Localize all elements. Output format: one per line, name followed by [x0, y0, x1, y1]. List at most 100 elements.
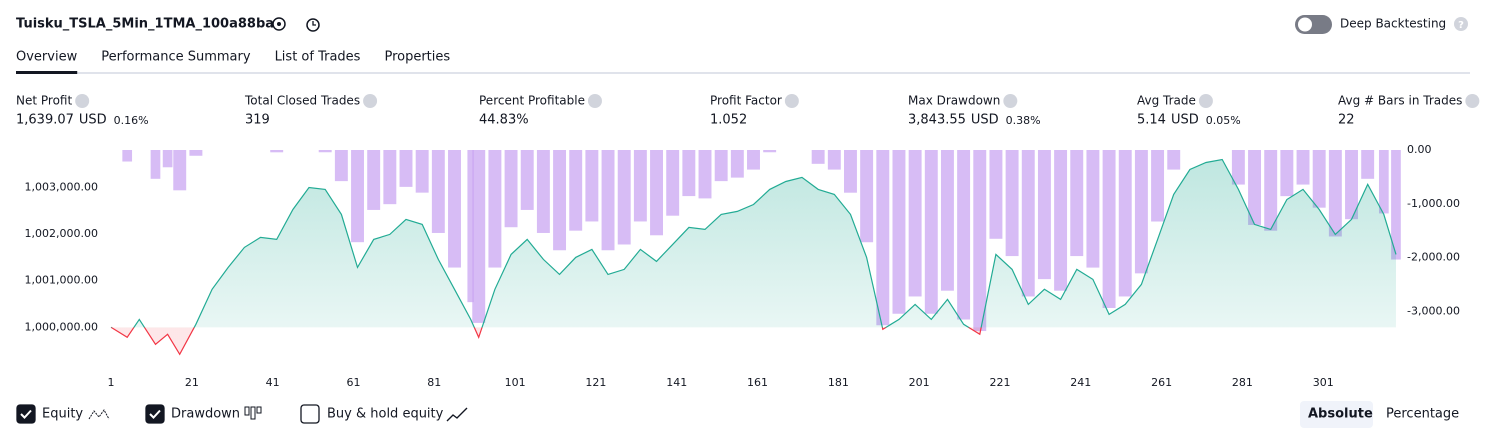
drawdown-bar: [1021, 150, 1035, 297]
drawdown-bar: [1248, 150, 1262, 225]
drawdown-bar: [973, 150, 987, 332]
drawdown-bar: [351, 150, 364, 243]
metric-pct: 0.16%: [114, 114, 149, 127]
drawdown-bar: [1264, 150, 1278, 231]
drawdown-bar: [1070, 150, 1084, 257]
help-icon[interactable]: ?: [1454, 17, 1468, 31]
info-icon[interactable]: [75, 94, 90, 108]
drawdown-bar: [467, 150, 474, 303]
x-tick-label: 241: [1070, 376, 1091, 389]
drawdown-bar: [924, 150, 938, 314]
deep-backtesting-label: Deep Backtesting: [1340, 17, 1446, 31]
drawdown-bar: [1296, 150, 1310, 185]
drawdown-legend-icon: [256, 406, 262, 414]
checkmark: [20, 409, 32, 419]
drawdown-bar: [318, 150, 332, 153]
metric-label: Total Closed Trades: [244, 94, 360, 108]
equity-line: [110, 158, 1397, 356]
x-tick-label: 21: [185, 376, 199, 389]
drawdown-bar: [585, 150, 599, 222]
y-tick-label: 1,002,000.00: [25, 227, 98, 240]
drawdown-bar: [633, 150, 647, 222]
x-tick-label: 1: [108, 376, 115, 389]
deep-backtesting-toggle[interactable]: [1295, 15, 1332, 34]
drawdown-bar: [150, 150, 161, 179]
drawdown-bar: [367, 150, 381, 210]
drawdown-bar: [1134, 150, 1148, 274]
metric-label: Avg Trade: [1137, 94, 1196, 108]
drawdown-bar: [682, 150, 696, 197]
tab[interactable]: List of Trades: [275, 50, 361, 65]
info-icon[interactable]: [1198, 94, 1213, 108]
drawdown-bar: [908, 150, 922, 297]
drawdown-bar: [860, 150, 874, 243]
equity-area: [111, 159, 1396, 355]
x-tick-label: 141: [666, 376, 687, 389]
drawdown-bar: [520, 150, 534, 210]
metric-label: Avg # Bars in Trades: [1338, 94, 1462, 108]
scale-option[interactable]: Percentage: [1386, 407, 1459, 422]
info-icon[interactable]: [1003, 94, 1018, 108]
drawdown-bar: [844, 150, 857, 193]
x-tick-label: 301: [1313, 376, 1334, 389]
drawdown-bar: [747, 150, 760, 170]
drawdown-bar: [173, 150, 187, 191]
alert-icon[interactable]: [306, 18, 320, 32]
drawdown-bar: [1378, 150, 1389, 214]
drawdown-bar: [504, 150, 518, 228]
tab[interactable]: Overview: [16, 50, 78, 65]
metric-value: 5.14: [1137, 113, 1166, 128]
metric-label: Percent Profitable: [479, 94, 585, 108]
drawdown-bar: [1037, 150, 1051, 280]
checkbox[interactable]: [16, 404, 36, 424]
drawdown-bar: [601, 150, 615, 251]
drawdown-bar: [1118, 150, 1132, 297]
buy-hold-legend-icon: [446, 407, 468, 422]
tab[interactable]: Performance Summary: [101, 50, 251, 65]
info-icon[interactable]: [587, 94, 602, 108]
metric-unit: USD: [1171, 113, 1199, 128]
drawdown-bar: [189, 150, 203, 156]
drawdown-bar: [763, 150, 777, 153]
x-tick-label: 121: [585, 376, 606, 389]
drawdown-bar: [383, 150, 397, 205]
settings-icon[interactable]: [272, 17, 286, 31]
info-icon[interactable]: [363, 94, 378, 108]
metric-value: 1,639.07: [16, 113, 74, 128]
metric-unit: USD: [971, 113, 999, 128]
strategy-title: Tuisku_TSLA_5Min_1TMA_100a88ba: [16, 17, 274, 32]
drawdown-bar: [431, 150, 445, 233]
drawdown-bar: [1231, 150, 1245, 185]
drawdown-bar: [940, 150, 954, 291]
drawdown-bar: [666, 150, 680, 216]
scale-option[interactable]: Absolute: [1308, 407, 1373, 422]
drawdown-bar: [714, 150, 728, 182]
info-icon[interactable]: [1465, 94, 1480, 108]
x-tick-label: 41: [266, 376, 280, 389]
drawdown-bar: [536, 150, 550, 233]
metric-unit: USD: [79, 113, 107, 128]
checkbox[interactable]: [300, 404, 320, 424]
x-tick-label: 81: [427, 376, 441, 389]
drawdown-bar: [617, 150, 631, 245]
checkbox[interactable]: [145, 404, 165, 424]
equity-legend-icon: [88, 409, 110, 420]
drawdown-bar: [827, 150, 841, 170]
tab[interactable]: Properties: [384, 50, 450, 65]
drawdown-bar: [488, 150, 502, 268]
drawdown-bar: [876, 150, 890, 326]
drawdown-bar: [1167, 150, 1181, 170]
x-tick-label: 221: [989, 376, 1010, 389]
metric-label: Max Drawdown: [908, 94, 1000, 108]
metric-value: 3,843.55: [908, 113, 966, 128]
x-tick-label: 181: [828, 376, 849, 389]
drawdown-bar: [1086, 150, 1100, 268]
y-tick-label: 1,000,000.00: [25, 320, 98, 333]
drawdown-bar: [472, 150, 486, 323]
x-tick-label: 281: [1232, 376, 1253, 389]
drawdown-bar: [1054, 150, 1068, 291]
y2-tick-label: -1,000.00: [1407, 197, 1460, 210]
info-icon[interactable]: [784, 94, 799, 108]
metric-value: 44.83%: [479, 113, 529, 128]
